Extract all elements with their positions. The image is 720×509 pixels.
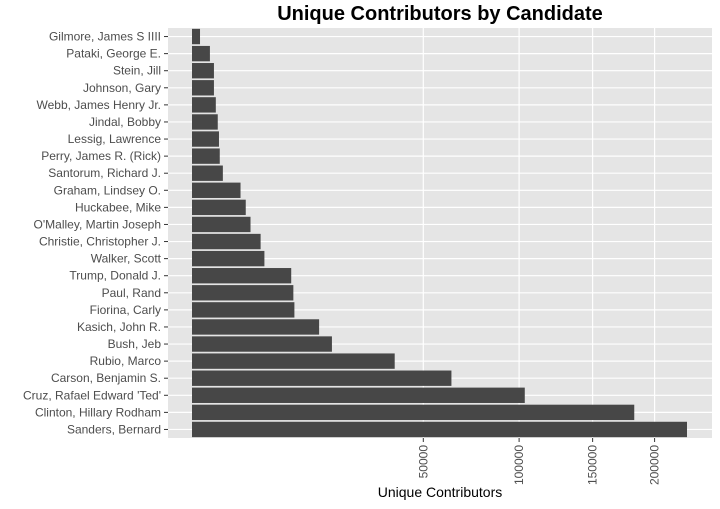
bar <box>192 80 214 96</box>
y-tick-label: Pataki, George E. <box>66 47 161 61</box>
y-tick-label: Fiorina, Carly <box>90 303 161 317</box>
y-tick-label: Lessig, Lawrence <box>68 132 162 146</box>
bar <box>192 370 452 386</box>
bar <box>192 285 294 301</box>
y-tick-label: Walker, Scott <box>91 252 162 266</box>
bar <box>192 268 292 284</box>
y-tick-label: Trump, Donald J. <box>69 269 161 283</box>
y-tick-label: Clinton, Hillary Rodham <box>35 405 161 419</box>
bar <box>192 336 332 352</box>
x-tick-label: 150000 <box>586 445 600 485</box>
y-tick-label: Cruz, Rafael Edward 'Ted' <box>23 388 161 402</box>
x-tick-label: 50000 <box>416 445 430 479</box>
y-tick-label: Gilmore, James S IIII <box>49 30 161 44</box>
bar <box>192 250 265 267</box>
chart-title: Unique Contributors by Candidate <box>277 3 603 25</box>
y-tick-label: Paul, Rand <box>102 286 161 300</box>
bar <box>192 404 635 421</box>
bar <box>192 114 218 130</box>
x-axis-title: Unique Contributors <box>378 484 503 500</box>
y-tick-label: Johnson, Gary <box>83 81 161 95</box>
bar <box>192 421 687 438</box>
y-tick-label: Huckabee, Mike <box>75 200 161 214</box>
bar <box>192 182 241 198</box>
y-tick-label: Webb, James Henry Jr. <box>37 98 162 112</box>
bar <box>192 148 220 164</box>
x-tick-label: 100000 <box>512 445 526 485</box>
bar <box>192 302 295 318</box>
bar <box>192 199 246 216</box>
bar <box>192 216 251 233</box>
bar <box>192 97 216 113</box>
bar <box>192 45 210 62</box>
bar <box>192 131 219 147</box>
panel <box>168 28 712 438</box>
y-tick-label: Perry, James R. (Rick) <box>41 149 161 163</box>
bar <box>192 319 320 335</box>
y-tick-label: Rubio, Marco <box>90 354 162 368</box>
y-tick-label: Stein, Jill <box>113 64 161 78</box>
y-tick-label: Christie, Christopher J. <box>39 235 161 249</box>
y-tick-label: Graham, Lindsey O. <box>54 183 161 197</box>
bar <box>192 353 395 369</box>
bar <box>192 28 201 45</box>
y-tick-label: O'Malley, Martin Joseph <box>34 217 161 231</box>
bar <box>192 233 261 250</box>
y-tick-label: Santorum, Richard J. <box>48 166 161 180</box>
x-tick-label: 200000 <box>648 445 662 485</box>
y-tick-label: Jindal, Bobby <box>89 115 161 129</box>
bar <box>192 387 525 403</box>
bar <box>192 63 214 79</box>
y-tick-label: Carson, Benjamin S. <box>51 371 161 385</box>
bar <box>192 165 223 181</box>
y-tick-label: Bush, Jeb <box>108 337 162 351</box>
y-tick-label: Sanders, Bernard <box>67 422 161 436</box>
y-tick-label: Kasich, John R. <box>77 320 161 334</box>
